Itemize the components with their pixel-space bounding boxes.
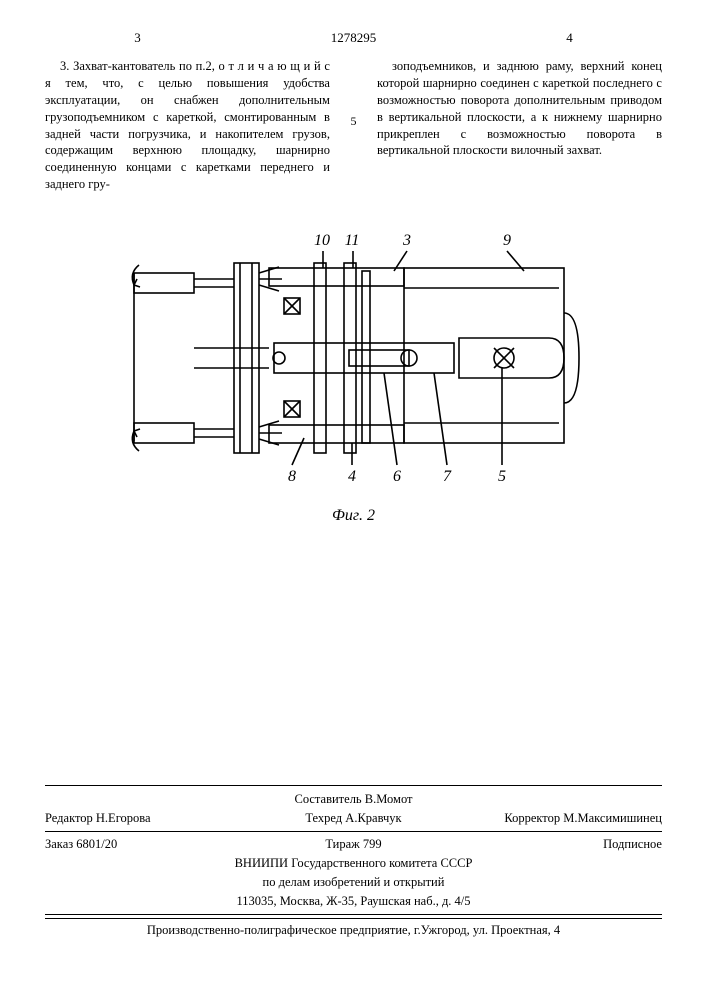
page: 3 1278295 4 3. Захват-кантователь по п.2… xyxy=(0,0,707,958)
figure-2: 10 11 3 9 8 4 6 7 5 Фиг. 2 xyxy=(45,213,662,525)
credits-row-1: Редактор Н.Егорова Техред А.Кравчук Корр… xyxy=(45,809,662,828)
claim-text-left: 3. Захват-кантователь по п.2, о т л и ч … xyxy=(45,58,330,193)
body-columns: 3. Захват-кантователь по п.2, о т л и ч … xyxy=(45,58,662,193)
column-left: 3. Захват-кантователь по п.2, о т л и ч … xyxy=(45,58,330,193)
svg-text:8: 8 xyxy=(288,468,296,485)
editor: Редактор Н.Егорова xyxy=(45,811,249,826)
blank-space xyxy=(45,535,662,785)
page-header: 3 1278295 4 xyxy=(45,30,662,46)
tirazh: Тираж 799 xyxy=(252,837,456,852)
figure-caption: Фиг. 2 xyxy=(45,507,662,525)
page-number-right: 4 xyxy=(477,30,662,46)
svg-text:6: 6 xyxy=(393,468,401,485)
svg-text:5: 5 xyxy=(498,468,506,485)
svg-text:11: 11 xyxy=(344,232,359,249)
svg-text:9: 9 xyxy=(503,232,511,249)
imprint-block: Составитель В.Момот Редактор Н.Егорова Т… xyxy=(45,785,662,915)
document-number: 1278295 xyxy=(230,30,477,46)
svg-text:4: 4 xyxy=(348,468,356,485)
page-number-left: 3 xyxy=(45,30,230,46)
svg-text:7: 7 xyxy=(443,468,452,485)
claim-text-right: зоподъемников, и заднюю раму, верхний ко… xyxy=(377,58,662,159)
credits-row-2: Заказ 6801/20 Тираж 799 Подписное xyxy=(45,835,662,854)
printer-line: Производственно-полиграфическое предприя… xyxy=(45,918,662,938)
org-line-1: ВНИИПИ Государственного комитета СССР xyxy=(45,854,662,873)
order-number: Заказ 6801/20 xyxy=(45,837,249,852)
svg-text:3: 3 xyxy=(402,232,411,249)
line-number-marker: 5 xyxy=(348,58,359,193)
techred: Техред А.Кравчук xyxy=(252,811,456,826)
subscription: Подписное xyxy=(458,837,662,852)
corrector: Корректор М.Максимишинец xyxy=(458,811,662,826)
org-line-2: по делам изобретений и открытий xyxy=(45,873,662,892)
svg-text:10: 10 xyxy=(314,232,330,249)
figure-2-drawing: 10 11 3 9 8 4 6 7 5 xyxy=(104,213,604,503)
compiler: Составитель В.Момот xyxy=(45,790,662,809)
address: 113035, Москва, Ж-35, Раушская наб., д. … xyxy=(45,892,662,911)
column-right: зоподъемников, и заднюю раму, верхний ко… xyxy=(377,58,662,193)
